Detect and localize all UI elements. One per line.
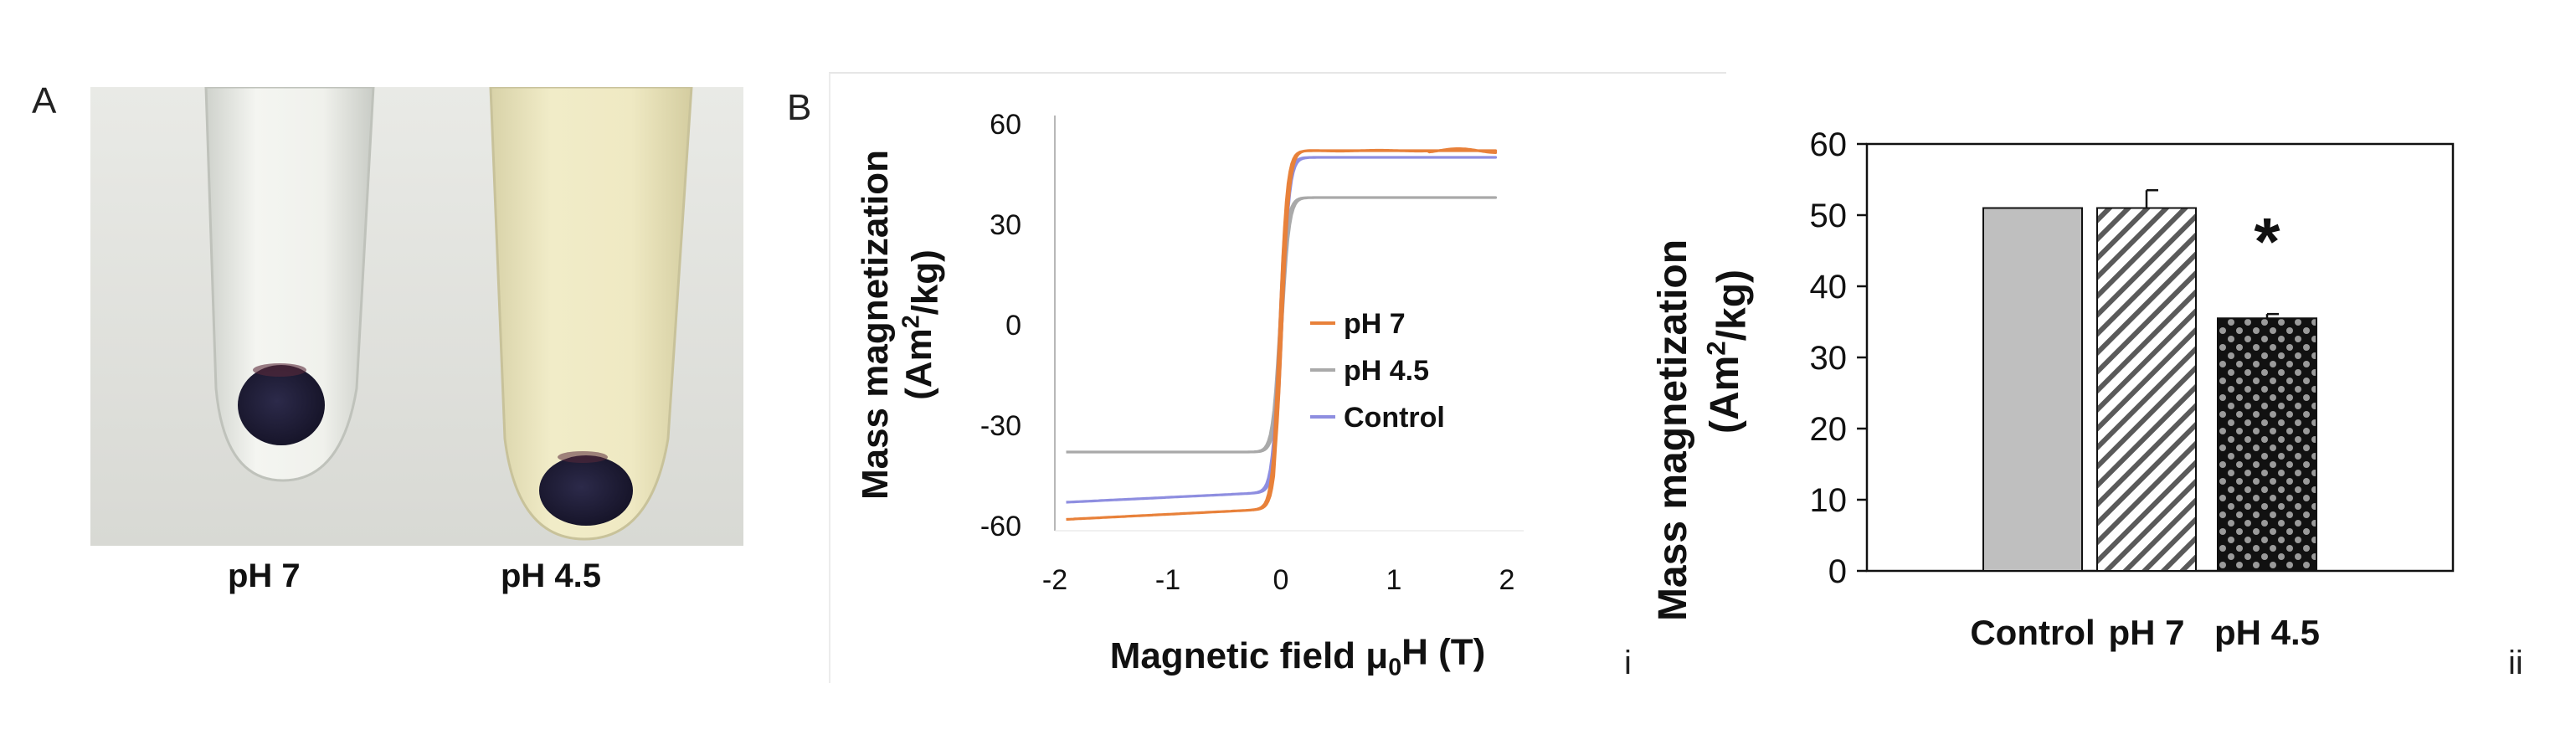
x-tick-label: 0	[1273, 564, 1289, 596]
series-line-control	[1066, 156, 1498, 504]
legend-label-0: pH 7	[1344, 308, 1406, 340]
y-tick-label: 10	[1810, 482, 1848, 519]
photo-label-ph45: pH 4.5	[501, 557, 602, 594]
bar-control	[1982, 207, 2083, 572]
panel-b-frame	[829, 72, 1726, 683]
tubes-photo	[90, 87, 743, 546]
x-tick-label: 1	[1386, 564, 1402, 596]
photo-label-ph7: pH 7	[228, 557, 301, 594]
y-tick-label: 30	[1810, 340, 1848, 377]
y-tick-label: 50	[1810, 198, 1848, 234]
tube-ph45	[489, 87, 693, 541]
y-tick-label: 60	[990, 109, 1021, 141]
category-label: Control	[1970, 613, 2095, 652]
panel-a-letter: A	[32, 80, 57, 121]
panel-b-letter: B	[787, 87, 812, 128]
y-axis-title: Mass magnetization	[855, 150, 896, 500]
significance-asterisk: *	[2254, 204, 2280, 279]
legend-label-2: Control	[1344, 402, 1445, 434]
y-tick-label: 40	[1810, 269, 1848, 306]
y-tick-label: -30	[980, 410, 1021, 442]
series-line-ph-7	[1066, 147, 1498, 522]
y-axis-unit: (Am2/kg)	[898, 249, 946, 400]
legend-label-1: pH 4.5	[1344, 355, 1429, 387]
bar-chart: 0 10 20 30 40 50 60 Mass magnetization (Am2/kg) C…	[1651, 126, 2455, 652]
x-tick-label: 2	[1499, 564, 1515, 596]
y-axis-title: Mass magnetization	[1651, 239, 1695, 621]
x-tick-label: -1	[1155, 564, 1180, 596]
y-tick-label: -60	[980, 511, 1021, 542]
bar-ph-4-5	[2217, 317, 2317, 572]
pellet-ph7	[238, 365, 325, 445]
series-line-ph-4-5	[1066, 196, 1498, 454]
hysteresis-chart: 60 30 0 -30 -60 -2 -1 0 1 2 Magnetic field μ0H (T)…	[855, 109, 1524, 681]
x-tick-label: -2	[1042, 564, 1067, 596]
sub-label-ii: ii	[2508, 645, 2523, 681]
y-tick-label: 0	[1005, 310, 1021, 342]
category-label: pH 7	[2108, 613, 2184, 652]
y-axis-unit: (Am2/kg)	[1701, 270, 1754, 434]
sub-label-i: i	[1624, 645, 1632, 681]
y-tick-label: 0	[1828, 553, 1847, 590]
y-tick-label: 20	[1810, 411, 1848, 448]
x-axis-title: Magnetic field μ0H (T)	[1110, 631, 1486, 681]
y-tick-label: 60	[1810, 126, 1848, 163]
category-label: pH 4.5	[2214, 613, 2320, 652]
pellet-ph45	[539, 455, 633, 526]
bar-ph-7	[2096, 207, 2197, 572]
y-tick-label: 30	[990, 209, 1021, 241]
